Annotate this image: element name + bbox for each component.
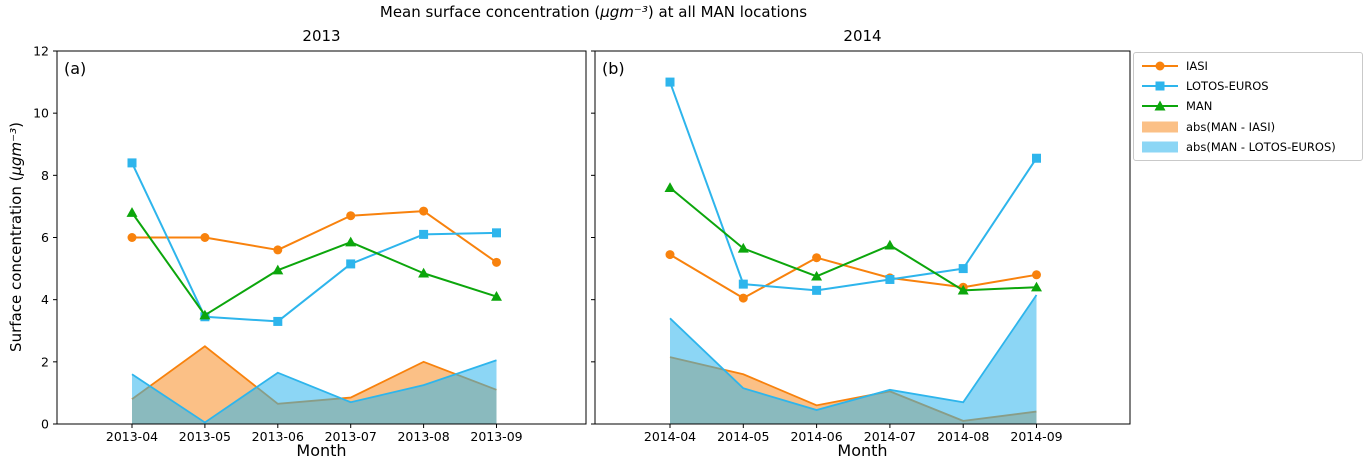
series-marker-lotos-euros bbox=[1032, 153, 1041, 163]
y-tick-label: 4 bbox=[41, 292, 49, 307]
x-tick-label: 2014-07 bbox=[864, 429, 916, 444]
series-marker-man bbox=[345, 236, 357, 247]
x-tick-label: 2013-07 bbox=[325, 429, 377, 444]
x-tick-label: 2014-09 bbox=[1010, 429, 1062, 444]
legend-label: MAN bbox=[1186, 99, 1213, 114]
y-axis-label: Surface concentration (μgm⁻³) bbox=[7, 122, 25, 352]
x-tick-label: 2013-04 bbox=[106, 429, 158, 444]
series-marker-man bbox=[811, 270, 823, 281]
series-marker-iasi bbox=[127, 233, 137, 242]
x-tick-label: 2014-05 bbox=[717, 429, 769, 444]
subplot-title-right: 2014 bbox=[843, 27, 882, 45]
x-tick-label: 2013-09 bbox=[470, 429, 522, 444]
legend-item: LOTOS-EUROS bbox=[1141, 77, 1355, 96]
y-tick-label: 0 bbox=[41, 417, 49, 432]
series-marker-man bbox=[272, 264, 284, 275]
y-axis-label-text-end: ) bbox=[7, 122, 25, 128]
legend-item: abs(MAN - IASI) bbox=[1141, 117, 1355, 136]
legend-swatch-patch bbox=[1142, 121, 1178, 133]
legend-label: LOTOS-EUROS bbox=[1186, 79, 1269, 94]
series-marker-man bbox=[126, 207, 138, 217]
area-fill-abs-man-lotos-euros- bbox=[132, 360, 497, 424]
series-marker-iasi bbox=[1032, 270, 1041, 280]
legend-item: MAN bbox=[1141, 97, 1355, 116]
series-marker-iasi bbox=[665, 250, 675, 260]
series-line-lotos-euros bbox=[669, 81, 1038, 292]
series-marker-lotos-euros bbox=[738, 279, 748, 289]
series-marker-lotos-euros bbox=[127, 158, 137, 168]
y-tick-label: 8 bbox=[41, 168, 49, 183]
area-edge-abs-man-lotos-euros- bbox=[131, 359, 497, 424]
x-axis-label-right: Month bbox=[837, 441, 888, 460]
x-tick-label: 2013-05 bbox=[179, 429, 231, 444]
series-marker-man bbox=[737, 242, 749, 253]
area-fill-abs-man-lotos-euros- bbox=[670, 295, 1037, 424]
series-marker-man bbox=[199, 309, 211, 320]
series-marker-man bbox=[884, 239, 896, 250]
legend-item: IASI bbox=[1141, 57, 1355, 76]
subplot-title-left: 2013 bbox=[302, 27, 341, 45]
legend-swatch-circle-icon bbox=[1142, 61, 1178, 71]
x-tick-label: 2014-06 bbox=[790, 429, 842, 444]
series-line-man bbox=[131, 212, 497, 317]
legend: IASI LOTOS-EUROS MAN abs(MAN - IASI) abs(MAN… bbox=[1133, 52, 1363, 161]
series-line-iasi bbox=[669, 253, 1037, 300]
series-marker-iasi bbox=[346, 211, 356, 221]
legend-item: abs(MAN - LOTOS-EUROS) bbox=[1141, 137, 1355, 156]
legend-swatch-square-icon bbox=[1142, 81, 1178, 91]
figure-title-text: Mean surface concentration ( bbox=[379, 3, 601, 21]
figure-title-text-end: ) at all MAN locations bbox=[647, 3, 808, 21]
figure-title: Mean surface concentration (μgm⁻³) at al… bbox=[57, 3, 1130, 21]
x-tick-label: 2013-08 bbox=[397, 429, 449, 444]
x-tick-label: 2014-04 bbox=[644, 429, 696, 444]
legend-swatch-triangle-icon bbox=[1142, 100, 1178, 111]
y-tick-label: 6 bbox=[41, 230, 49, 245]
series-marker-lotos-euros bbox=[958, 264, 968, 274]
series-marker-iasi bbox=[738, 293, 748, 303]
series-line-man bbox=[669, 186, 1037, 292]
y-tick-label: 10 bbox=[33, 106, 49, 121]
series-marker-lotos-euros bbox=[346, 259, 356, 269]
legend-label: abs(MAN - LOTOS-EUROS) bbox=[1186, 139, 1336, 154]
legend-swatch-patch bbox=[1142, 141, 1178, 153]
x-axis-label-left: Month bbox=[296, 441, 347, 460]
figure-title-units: μgm⁻³ bbox=[600, 3, 648, 21]
series-marker-man bbox=[1031, 281, 1042, 292]
series-marker-lotos-euros bbox=[885, 274, 895, 284]
legend-label: abs(MAN - IASI) bbox=[1186, 119, 1276, 134]
panel-label-a: (a) bbox=[64, 59, 87, 78]
legend-label: IASI bbox=[1186, 59, 1208, 74]
series-marker-lotos-euros bbox=[419, 229, 429, 239]
series-marker-lotos-euros bbox=[665, 77, 675, 87]
series-marker-iasi bbox=[200, 233, 210, 242]
series-line-lotos-euros bbox=[131, 162, 497, 323]
series-marker-lotos-euros bbox=[812, 285, 822, 295]
y-tick-label: 12 bbox=[33, 44, 49, 59]
series-marker-lotos-euros bbox=[273, 316, 283, 326]
x-tick-label: 2014-08 bbox=[937, 429, 989, 444]
x-tick-label: 2013-06 bbox=[252, 429, 304, 444]
series-marker-man bbox=[957, 284, 969, 295]
series-marker-man bbox=[664, 182, 676, 192]
y-axis-label-units: μgm⁻³ bbox=[7, 127, 25, 176]
panel-label-b: (b) bbox=[602, 59, 625, 78]
series-marker-man bbox=[491, 291, 502, 301]
series-marker-iasi bbox=[273, 245, 283, 255]
series-marker-iasi bbox=[492, 257, 501, 267]
series-marker-man bbox=[418, 267, 430, 278]
series-marker-iasi bbox=[419, 206, 429, 216]
series-marker-iasi bbox=[812, 253, 822, 263]
y-tick-label: 2 bbox=[41, 354, 49, 369]
y-axis-label-text: Surface concentration ( bbox=[7, 175, 25, 352]
area-edge-abs-man-lotos-euros- bbox=[669, 294, 1038, 411]
series-line-iasi bbox=[132, 210, 498, 264]
series-marker-lotos-euros bbox=[492, 228, 501, 238]
